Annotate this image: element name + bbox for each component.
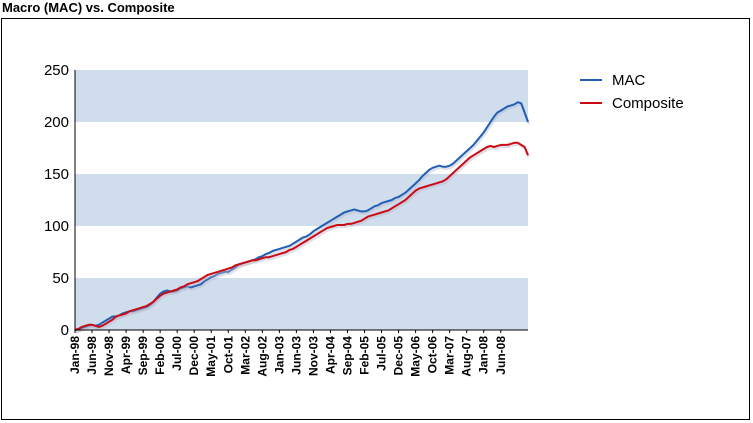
x-tick-label: Oct-06	[426, 336, 440, 374]
x-tick-label: Mar-02	[238, 336, 252, 375]
legend-label-mac: MAC	[612, 72, 646, 89]
x-tick-label: Jan-08	[477, 336, 491, 374]
x-tick-label: May-01	[204, 336, 218, 377]
x-tick-label: Mar-07	[443, 336, 457, 375]
x-tick-label: Jan-98	[68, 336, 82, 374]
y-tick-label: 200	[44, 114, 69, 131]
background-band	[75, 278, 528, 330]
x-tick-label: Sep-04	[340, 336, 354, 376]
legend-label-composite: Composite	[612, 95, 684, 112]
x-tick-label: Sep-99	[136, 336, 150, 376]
x-tick-label: Nov-03	[306, 336, 320, 376]
x-tick-label: Nov-98	[102, 336, 116, 376]
series-shadow	[75, 102, 531, 334]
x-tick-label: May-06	[409, 336, 423, 377]
x-tick-label: Feb-00	[153, 336, 167, 375]
series-line-composite	[74, 141, 529, 331]
x-tick-label: Feb-05	[358, 336, 372, 375]
x-tick-label: Jul-00	[170, 336, 184, 371]
y-tick-label: 250	[44, 62, 69, 79]
x-tick-label: Aug-02	[255, 336, 269, 377]
x-tick-label: Oct-01	[221, 336, 235, 374]
x-tick-label: Jun-98	[85, 336, 99, 375]
x-tick-label: Jun-03	[289, 336, 303, 375]
y-tick-label: 150	[44, 166, 69, 183]
x-tick-label: Jun-08	[494, 336, 508, 375]
x-tick-label: Apr-99	[119, 336, 133, 374]
chart-title: Macro (MAC) vs. Composite	[2, 0, 175, 15]
background-band	[75, 174, 528, 226]
x-tick-label: Dec-00	[187, 336, 201, 376]
x-tick-label: Aug-07	[460, 336, 474, 377]
y-tick-label: 0	[61, 322, 69, 339]
x-tick-label: Jan-03	[272, 336, 286, 374]
y-tick-label: 100	[44, 218, 69, 235]
y-tick-label: 50	[52, 270, 69, 287]
x-tick-label: Jul-05	[375, 336, 389, 371]
x-tick-label: Apr-04	[323, 336, 337, 374]
x-tick-label: Dec-05	[392, 336, 406, 376]
series-shadow	[75, 143, 531, 334]
background-band	[75, 70, 528, 122]
